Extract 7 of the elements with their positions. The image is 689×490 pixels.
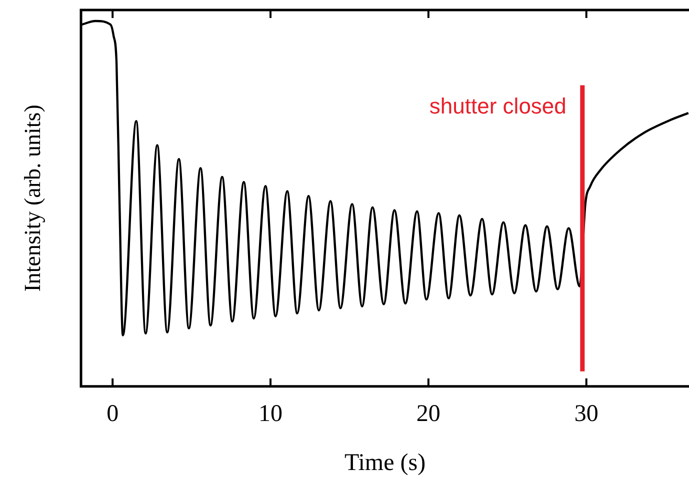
y-axis-title: Intensity (arb. units) (20, 104, 46, 292)
x-tick-label: 10 (258, 401, 283, 428)
x-tick-label: 0 (106, 401, 119, 428)
x-tick-label: 20 (416, 401, 440, 428)
ref-line-label: shutter closed (429, 93, 566, 118)
x-tick-label: 30 (574, 401, 598, 428)
x-axis-title: Time (s) (344, 450, 426, 476)
